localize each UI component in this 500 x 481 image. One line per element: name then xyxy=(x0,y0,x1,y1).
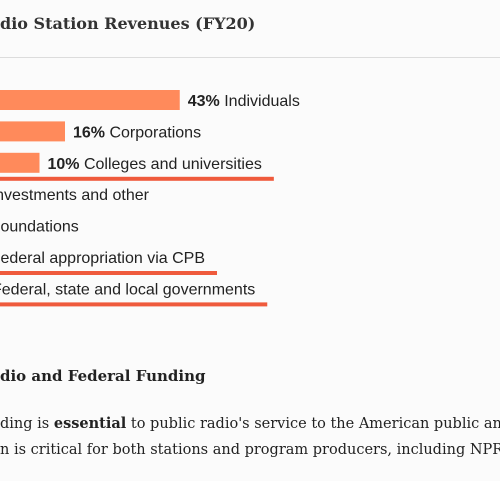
category-label: Federal, state and local governments xyxy=(0,281,255,298)
category-label: Foundations xyxy=(0,219,79,236)
category-label: Investments and other xyxy=(0,187,150,204)
underline-2 xyxy=(0,176,274,181)
section-heading: dio and Federal Funding xyxy=(0,367,206,385)
bar-label-0: 43% Individuals xyxy=(188,93,300,110)
body-text-segment: to public radio's service to the America… xyxy=(126,416,500,432)
underline-6 xyxy=(0,302,268,307)
bar-label-4: % Foundations xyxy=(0,219,79,236)
bar-2 xyxy=(0,152,40,173)
revenue-bar-chart: 43% Individuals 16% Corporations 10% Colle… xyxy=(0,90,300,307)
body-text-emphasis: essential xyxy=(53,415,127,432)
value-label: 16% xyxy=(73,124,109,141)
bar-label-3: % Investments and other xyxy=(0,187,150,204)
chart-title: dio Station Revenues (FY20) xyxy=(0,14,256,33)
category-label: Corporations xyxy=(109,124,201,141)
bar-1 xyxy=(0,121,65,142)
body-text-line-2: n is critical for both stations and prog… xyxy=(0,442,500,458)
body-text-segment: ding is xyxy=(0,416,54,432)
category-label: Colleges and universities xyxy=(84,156,262,173)
value-label: 10% xyxy=(48,156,84,173)
bar-label-2: 10% Colleges and universities xyxy=(48,156,262,173)
bar-label-1: 16% Corporations xyxy=(73,124,201,141)
category-label: Individuals xyxy=(224,93,300,110)
title-divider xyxy=(0,57,500,58)
value-label: 43% xyxy=(188,93,224,110)
category-label: Federal appropriation via CPB xyxy=(0,250,205,267)
bar-label-5: % Federal appropriation via CPB xyxy=(0,250,205,267)
bar-label-6: Federal, state and local governments xyxy=(0,281,255,298)
body-text-line-1: ding is essential to public radio's serv… xyxy=(0,415,500,432)
bar-0 xyxy=(0,90,180,110)
underline-5 xyxy=(0,271,218,275)
